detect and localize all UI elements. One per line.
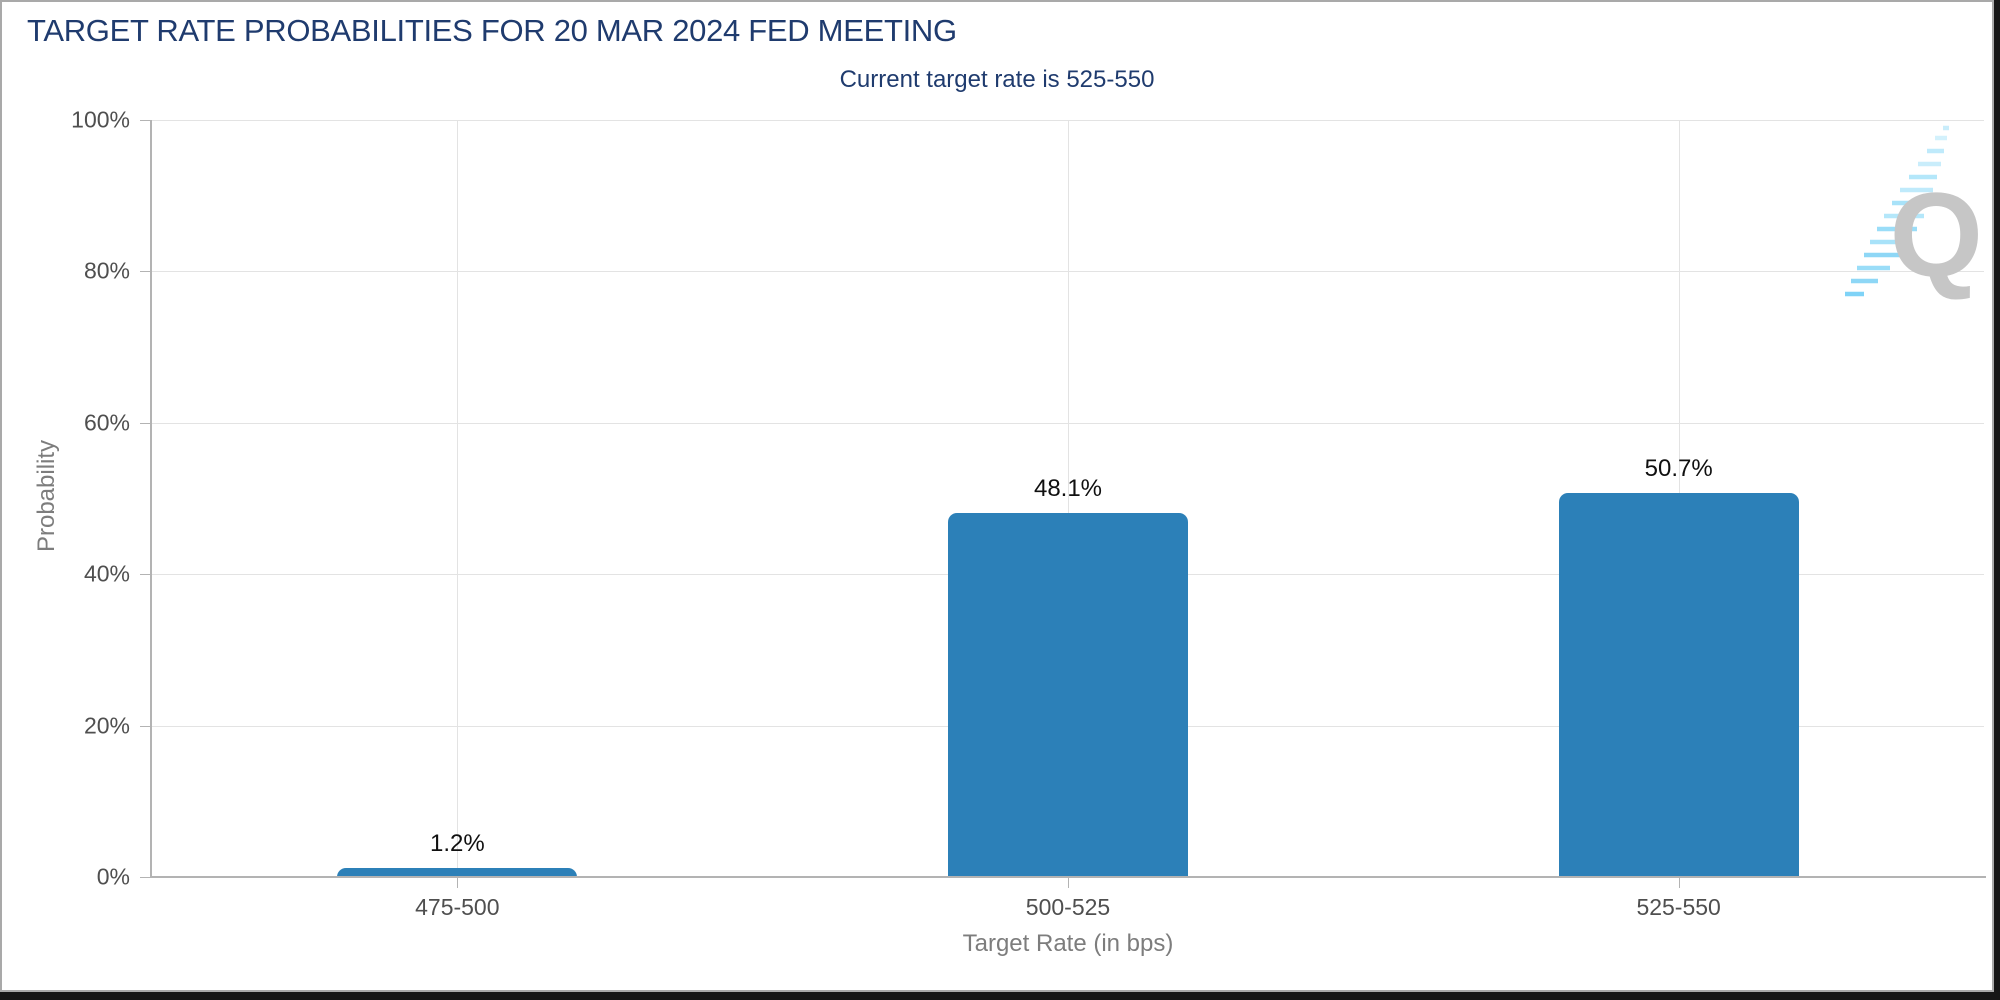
chart-subtitle: Current target rate is 525-550	[839, 66, 1155, 93]
x-axis-title: Target Rate (in bps)	[962, 930, 1174, 957]
vertical-gridline	[457, 120, 459, 877]
y-tick-label: 80%	[83, 257, 130, 284]
y-axis-title: Probability	[33, 439, 60, 553]
y-tick-label: 100%	[71, 106, 130, 133]
y-axis-line	[150, 120, 152, 878]
x-tick-mark	[1068, 878, 1069, 888]
probability-bar[interactable]	[948, 512, 1188, 877]
y-tick-mark	[140, 574, 150, 576]
bar-value-label: 50.7%	[1644, 455, 1713, 483]
probability-bar[interactable]	[1558, 493, 1799, 877]
y-tick-mark	[140, 877, 150, 878]
plot-area: 1.2% 48.1% 50.7%	[152, 120, 1984, 877]
x-tick-label: 475-500	[415, 894, 500, 920]
y-tick-label: 0%	[96, 863, 130, 890]
y-tick-label: 20%	[83, 712, 130, 739]
x-axis-line	[150, 876, 1986, 878]
y-tick-mark	[140, 120, 150, 121]
y-tick-mark	[140, 725, 150, 727]
x-tick-label: 500-525	[1025, 894, 1111, 920]
vertical-gridline	[1068, 120, 1069, 877]
quikstrike-logo-icon: Q	[1845, 125, 1983, 302]
x-tick-label: 525-550	[1636, 894, 1721, 920]
logo-letter-q: Q	[1890, 168, 1983, 302]
y-tick-label: 40%	[83, 560, 130, 587]
bar-value-label: 1.2%	[429, 829, 485, 857]
y-tick-mark	[140, 422, 150, 424]
y-tick-label: 60%	[83, 409, 130, 436]
x-tick-mark	[457, 878, 459, 888]
bar-value-label: 48.1%	[1033, 474, 1103, 502]
probability-bar[interactable]	[337, 867, 578, 877]
chart-title: TARGET RATE PROBABILITIES FOR 20 MAR 202…	[27, 13, 957, 48]
y-tick-mark	[140, 271, 150, 273]
x-tick-mark	[1678, 878, 1680, 888]
